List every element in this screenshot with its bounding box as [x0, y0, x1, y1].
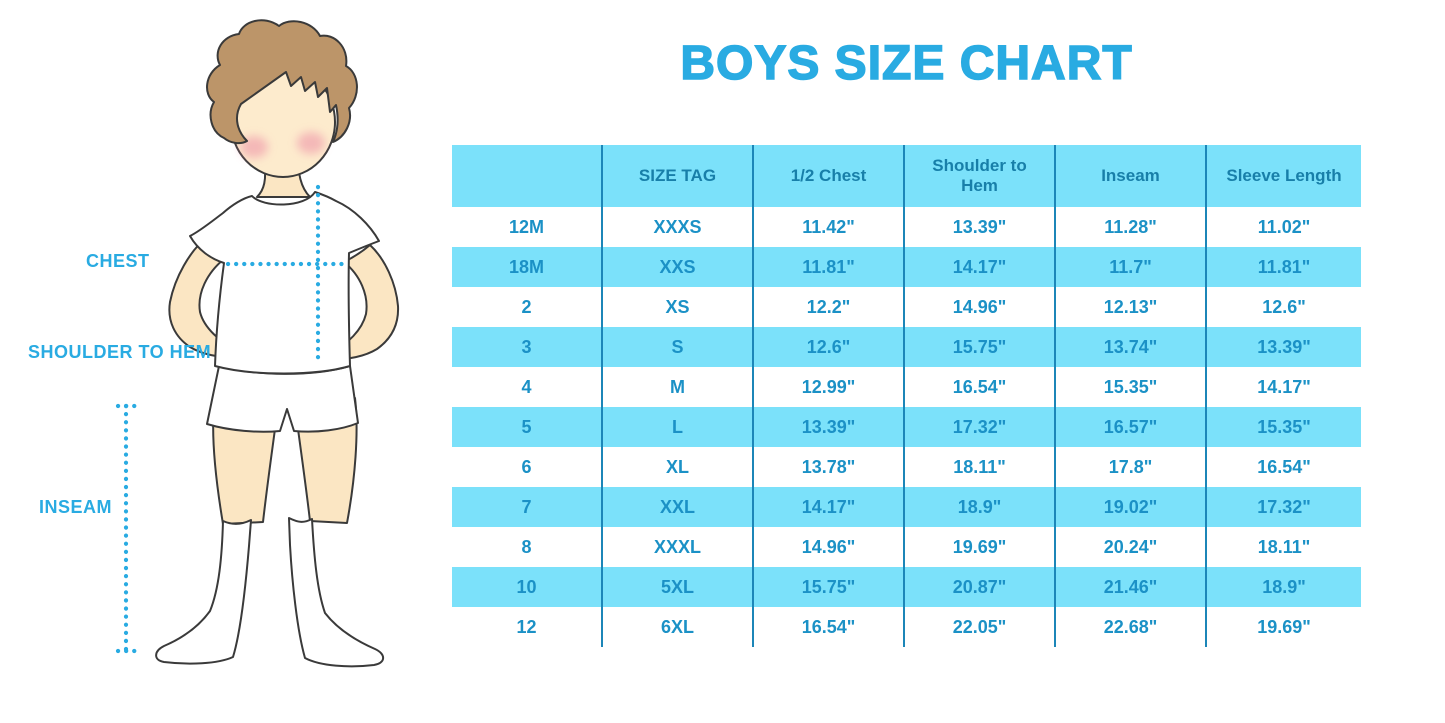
- table-row: 12 6XL 16.54" 22.05" 22.68" 19.69": [452, 607, 1361, 647]
- cell-inseam: 20.24": [1056, 527, 1207, 567]
- cell-sleeve-length: 15.35": [1257, 416, 1311, 437]
- table-row: 12M XXXS 11.42" 13.39" 11.28" 11.02": [452, 207, 1361, 247]
- table-header-row: SIZE TAG 1/2 Chest Shoulder to Hem Insea…: [452, 145, 1361, 207]
- cell-sleeve-length: 18.11": [1257, 536, 1311, 557]
- cell-inseam: 11.28": [1056, 207, 1207, 247]
- cell-size-tag: 6XL: [603, 607, 754, 647]
- page-title: BOYS SIZE CHART: [680, 36, 1133, 91]
- column-header-inseam: Inseam: [1056, 145, 1207, 207]
- cell-sleeve-length: 18.9": [1262, 576, 1306, 597]
- cell-half-chest: 14.96": [754, 527, 905, 567]
- table-row: 5 L 13.39" 17.32" 16.57" 15.35": [452, 407, 1361, 447]
- cell-sleeve-length: 13.39": [1257, 336, 1311, 357]
- table-row: 2 XS 12.2" 14.96" 12.13" 12.6": [452, 287, 1361, 327]
- cell-half-chest: 16.54": [754, 607, 905, 647]
- cell-shoulder-to-hem: 14.17": [905, 247, 1056, 287]
- column-header-sleeve-length: Sleeve Length: [1226, 166, 1342, 186]
- column-header-shoulder-to-hem: Shoulder to Hem: [905, 145, 1056, 207]
- cell-size-tag: XXL: [603, 487, 754, 527]
- cell-size: 4: [452, 367, 603, 407]
- cell-inseam: 19.02": [1056, 487, 1207, 527]
- cell-sleeve-length: 14.17": [1257, 376, 1311, 397]
- cell-shoulder-to-hem: 14.96": [905, 287, 1056, 327]
- cell-shoulder-to-hem: 19.69": [905, 527, 1056, 567]
- cell-shoulder-to-hem: 18.11": [905, 447, 1056, 487]
- column-header-blank: [452, 145, 603, 207]
- cell-size: 8: [452, 527, 603, 567]
- table-body: 12M XXXS 11.42" 13.39" 11.28" 11.02" 18M…: [452, 207, 1361, 647]
- cell-size-tag: M: [603, 367, 754, 407]
- chest-label: CHEST: [86, 251, 150, 271]
- cell-sleeve-length: 12.6": [1262, 296, 1306, 317]
- cell-inseam: 15.35": [1056, 367, 1207, 407]
- cell-size: 2: [452, 287, 603, 327]
- shorts: [206, 365, 359, 433]
- hair: [206, 19, 358, 145]
- cell-inseam: 12.13": [1056, 287, 1207, 327]
- cell-size-tag: XXXL: [603, 527, 754, 567]
- table-row: 7 XXL 14.17" 18.9" 19.02" 17.32": [452, 487, 1361, 527]
- cell-size: 7: [452, 487, 603, 527]
- cell-sleeve-length: 16.54": [1257, 456, 1311, 477]
- cell-shoulder-to-hem: 17.32": [905, 407, 1056, 447]
- cell-size: 6: [452, 447, 603, 487]
- cell-size-tag: S: [603, 327, 754, 367]
- cell-size-tag: XL: [603, 447, 754, 487]
- cell-half-chest: 11.81": [754, 247, 905, 287]
- cell-half-chest: 12.99": [754, 367, 905, 407]
- right-sock: [288, 517, 385, 668]
- cell-half-chest: 11.42": [754, 207, 905, 247]
- cell-sleeve-length: 11.02": [1257, 216, 1311, 237]
- table-row: 3 S 12.6" 15.75" 13.74" 13.39": [452, 327, 1361, 367]
- cell-shoulder-to-hem: 18.9": [905, 487, 1056, 527]
- cell-size-tag: L: [603, 407, 754, 447]
- cell-size: 12M: [452, 207, 603, 247]
- cell-half-chest: 12.6": [754, 327, 905, 367]
- cell-size-tag: XXS: [603, 247, 754, 287]
- right-cheek: [297, 132, 325, 154]
- inseam-label: INSEAM: [39, 497, 113, 517]
- table-row: 4 M 12.99" 16.54" 15.35" 14.17": [452, 367, 1361, 407]
- table-row: 8 XXXL 14.96" 19.69" 20.24" 18.11": [452, 527, 1361, 567]
- cell-inseam: 17.8": [1056, 447, 1207, 487]
- cell-size: 5: [452, 407, 603, 447]
- cell-half-chest: 13.78": [754, 447, 905, 487]
- cell-sleeve-length: 11.81": [1257, 256, 1311, 277]
- cell-sleeve-length: 19.69": [1257, 616, 1311, 637]
- cell-shoulder-to-hem: 20.87": [905, 567, 1056, 607]
- cell-inseam: 13.74": [1056, 327, 1207, 367]
- cell-shoulder-to-hem: 13.39": [905, 207, 1056, 247]
- cell-half-chest: 12.2": [754, 287, 905, 327]
- cell-size: 3: [452, 327, 603, 367]
- cell-inseam: 22.68": [1056, 607, 1207, 647]
- cell-size: 10: [452, 567, 603, 607]
- cell-inseam: 11.7": [1056, 247, 1207, 287]
- cell-size-tag: XXXS: [603, 207, 754, 247]
- shoulder-to-hem-label: SHOULDER TO HEM: [28, 342, 212, 362]
- cell-size-tag: 5XL: [603, 567, 754, 607]
- cell-shoulder-to-hem: 15.75": [905, 327, 1056, 367]
- table-row: 18M XXS 11.81" 14.17" 11.7" 11.81": [452, 247, 1361, 287]
- cell-size-tag: XS: [603, 287, 754, 327]
- t-shirt: [189, 191, 380, 375]
- column-header-size-tag: SIZE TAG: [603, 145, 754, 207]
- cell-shoulder-to-hem: 22.05": [905, 607, 1056, 647]
- cell-sleeve-length: 17.32": [1257, 496, 1311, 517]
- cell-half-chest: 14.17": [754, 487, 905, 527]
- cell-size: 12: [452, 607, 603, 647]
- cell-half-chest: 15.75": [754, 567, 905, 607]
- table-row: 6 XL 13.78" 18.11" 17.8" 16.54": [452, 447, 1361, 487]
- boy-illustration: [115, 19, 400, 668]
- cell-half-chest: 13.39": [754, 407, 905, 447]
- table-row: 10 5XL 15.75" 20.87" 21.46" 18.9": [452, 567, 1361, 607]
- size-table: SIZE TAG 1/2 Chest Shoulder to Hem Insea…: [452, 145, 1361, 647]
- cell-inseam: 21.46": [1056, 567, 1207, 607]
- left-sock: [155, 519, 252, 665]
- cell-shoulder-to-hem: 16.54": [905, 367, 1056, 407]
- cell-size: 18M: [452, 247, 603, 287]
- column-header-half-chest: 1/2 Chest: [754, 145, 905, 207]
- cell-inseam: 16.57": [1056, 407, 1207, 447]
